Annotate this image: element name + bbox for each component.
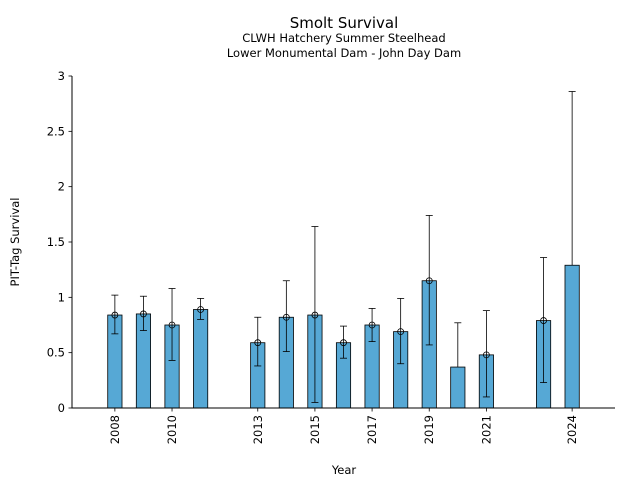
point-marker-2009	[140, 310, 147, 318]
y-tick-label: 0.5	[47, 346, 65, 360]
point-markers-layer	[111, 277, 547, 359]
chart-subtitle-line-2: Lower Monumental Dam - John Day Dam	[227, 46, 461, 60]
point-marker-2010	[168, 321, 176, 329]
point-marker-2013	[254, 339, 262, 347]
x-tick-label: 2019	[422, 415, 436, 444]
error-bars-layer	[111, 91, 576, 403]
y-tick-label: 1.5	[47, 235, 65, 249]
y-ticks: 0 0.5 1 1.5 2 2.5 3	[47, 69, 72, 415]
bar-2020	[450, 366, 466, 409]
bar-2024	[564, 264, 580, 409]
y-tick-label: 1	[58, 290, 65, 304]
bar-2011	[193, 309, 209, 409]
x-axis-label: Year	[331, 463, 357, 477]
y-tick-label: 2	[58, 180, 65, 194]
y-tick-label: 0	[58, 401, 65, 415]
point-marker-2014	[282, 313, 290, 321]
x-tick-label: 2024	[565, 415, 579, 444]
x-tick-label: 2015	[308, 415, 322, 444]
chart-subtitle-line-1: CLWH Hatchery Summer Steelhead	[242, 31, 445, 45]
chart-title: Smolt Survival	[290, 14, 399, 32]
point-marker-2008	[111, 311, 119, 319]
y-tick-label: 3	[58, 69, 65, 83]
point-marker-2021	[482, 351, 490, 359]
point-marker-2019	[425, 277, 433, 285]
x-tick-label: 2017	[365, 415, 379, 444]
point-marker-2023	[540, 317, 547, 324]
point-marker-2016	[340, 339, 347, 347]
point-marker-2018	[397, 328, 405, 336]
x-tick-label: 2013	[251, 415, 265, 444]
x-tick-label: 2008	[108, 415, 122, 444]
point-marker-2017	[368, 321, 376, 329]
y-tick-label: 2.5	[47, 124, 65, 138]
point-marker-2011	[197, 306, 205, 313]
x-tick-label: 2021	[479, 415, 493, 444]
y-axis-label: PIT-Tag Survival	[8, 198, 22, 287]
x-tick-label: 2010	[165, 415, 179, 444]
point-marker-2015	[311, 311, 319, 319]
x-ticks: 2008 2010 2013 2015 2017 2019 2021 2024	[108, 408, 579, 444]
